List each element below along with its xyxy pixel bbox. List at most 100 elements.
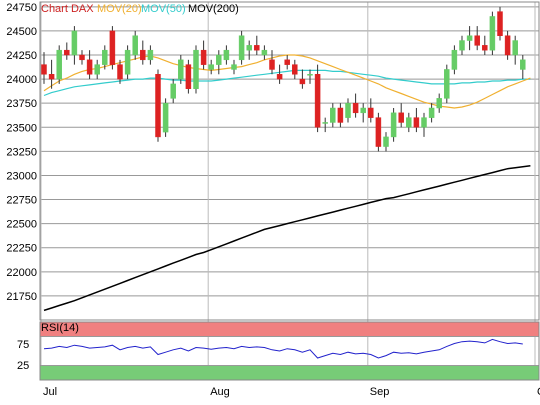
month-label: Aug <box>210 386 230 398</box>
candle-body <box>398 112 404 123</box>
rsi-line-layer <box>43 338 523 359</box>
rsi-plot-frame <box>39 321 540 381</box>
main-grid <box>40 2 539 380</box>
rsi-tick-75: 75 <box>17 339 29 351</box>
month-label: Okt <box>537 386 540 398</box>
candle-body <box>383 136 389 147</box>
candle-body <box>345 102 351 118</box>
candle-body <box>155 74 161 138</box>
candle-body <box>466 35 473 41</box>
legend-mov200: MOV(200) <box>188 3 239 15</box>
candle-body <box>185 64 192 89</box>
candle-body <box>406 117 412 128</box>
mov200-layer <box>43 165 531 312</box>
mov50-layer <box>43 69 531 97</box>
candle-body <box>520 59 526 70</box>
price-tick-label: 24750 <box>6 2 37 14</box>
candle-body <box>474 35 480 46</box>
candle-body <box>436 98 442 109</box>
candle-body <box>223 49 230 61</box>
rsi-bands <box>40 322 539 380</box>
candle-body <box>140 49 146 61</box>
price-tick-label: 22750 <box>6 195 37 207</box>
candle-body <box>337 107 344 123</box>
candle-body <box>56 49 62 80</box>
candle-body <box>200 49 207 65</box>
candle-body <box>292 64 298 75</box>
candle-body <box>482 45 488 51</box>
price-tick-label: 22250 <box>6 243 37 255</box>
price-tick-label: 22500 <box>6 219 37 231</box>
candle-body <box>421 117 427 128</box>
candle-body <box>238 35 245 61</box>
candle-body <box>124 49 131 75</box>
candle-body <box>375 117 382 147</box>
month-label: Jul <box>43 386 57 398</box>
candle-body <box>413 117 420 128</box>
candle-body <box>512 40 518 56</box>
price-tick-label: 24500 <box>6 26 37 38</box>
price-tick-label: 24250 <box>6 50 37 62</box>
candle-body <box>102 49 108 65</box>
candle-body <box>269 59 275 70</box>
candle-body <box>314 74 321 128</box>
candle-body <box>299 78 306 85</box>
candle-body <box>79 54 85 61</box>
candle-body <box>261 49 268 56</box>
candle-body <box>162 102 169 133</box>
price-tick-label: 23250 <box>6 146 37 158</box>
rsi-label: RSI(14) <box>41 322 79 334</box>
mov50-line <box>43 69 531 97</box>
price-tick-label: 23000 <box>6 170 37 182</box>
candle-body <box>193 49 199 89</box>
candle-body <box>246 45 252 51</box>
price-tick-label: 23750 <box>6 98 37 110</box>
candle-body <box>216 54 222 65</box>
candle-body <box>147 49 154 61</box>
price-tick-label: 22000 <box>6 267 37 279</box>
candle-body <box>86 59 93 75</box>
candle-body <box>94 64 100 75</box>
candle-body <box>352 102 359 114</box>
price-tick-label: 21750 <box>6 291 37 303</box>
candle-body <box>284 59 290 65</box>
candle-body <box>504 35 511 56</box>
candle-body <box>254 45 260 51</box>
candle-body <box>451 49 458 70</box>
candle-body <box>307 74 313 76</box>
candle-body <box>48 74 55 80</box>
candle-body <box>489 16 496 51</box>
candle-body <box>459 40 465 51</box>
month-label: Sep <box>370 386 390 398</box>
legend-chart-label: Chart DAX <box>41 3 94 15</box>
price-tick-label: 23500 <box>6 122 37 134</box>
candle-body <box>330 107 336 123</box>
candle-body <box>231 64 237 70</box>
candle-body <box>276 74 283 80</box>
candle-body <box>368 107 374 118</box>
candle-body <box>497 11 503 36</box>
candle-body <box>64 49 70 56</box>
time-axis-labels: Jul Aug Sep Okt <box>43 386 540 398</box>
rsi-line <box>43 338 523 359</box>
candle-body <box>390 112 397 138</box>
candle-body <box>132 35 138 56</box>
rsi-overbought-band <box>40 322 539 337</box>
price-axis-labels: 21750 22000 22250 22500 22750 23000 23250 23500… <box>6 2 37 303</box>
candle-body <box>109 30 116 65</box>
legend-mov50: MOV(50) <box>141 3 186 15</box>
candle-body <box>170 83 176 99</box>
main-plot-frame <box>39 1 540 321</box>
candles-layer <box>41 6 526 152</box>
rsi-oversold-band <box>40 365 539 380</box>
candle-body <box>71 30 78 56</box>
candle-body <box>41 64 47 75</box>
candle-body <box>322 122 328 124</box>
legend-mov20: MOV(20) <box>97 3 142 15</box>
rsi-tick-25: 25 <box>17 360 29 372</box>
candle-body <box>117 64 123 80</box>
candle-body <box>360 107 366 114</box>
candle-body <box>208 64 214 70</box>
